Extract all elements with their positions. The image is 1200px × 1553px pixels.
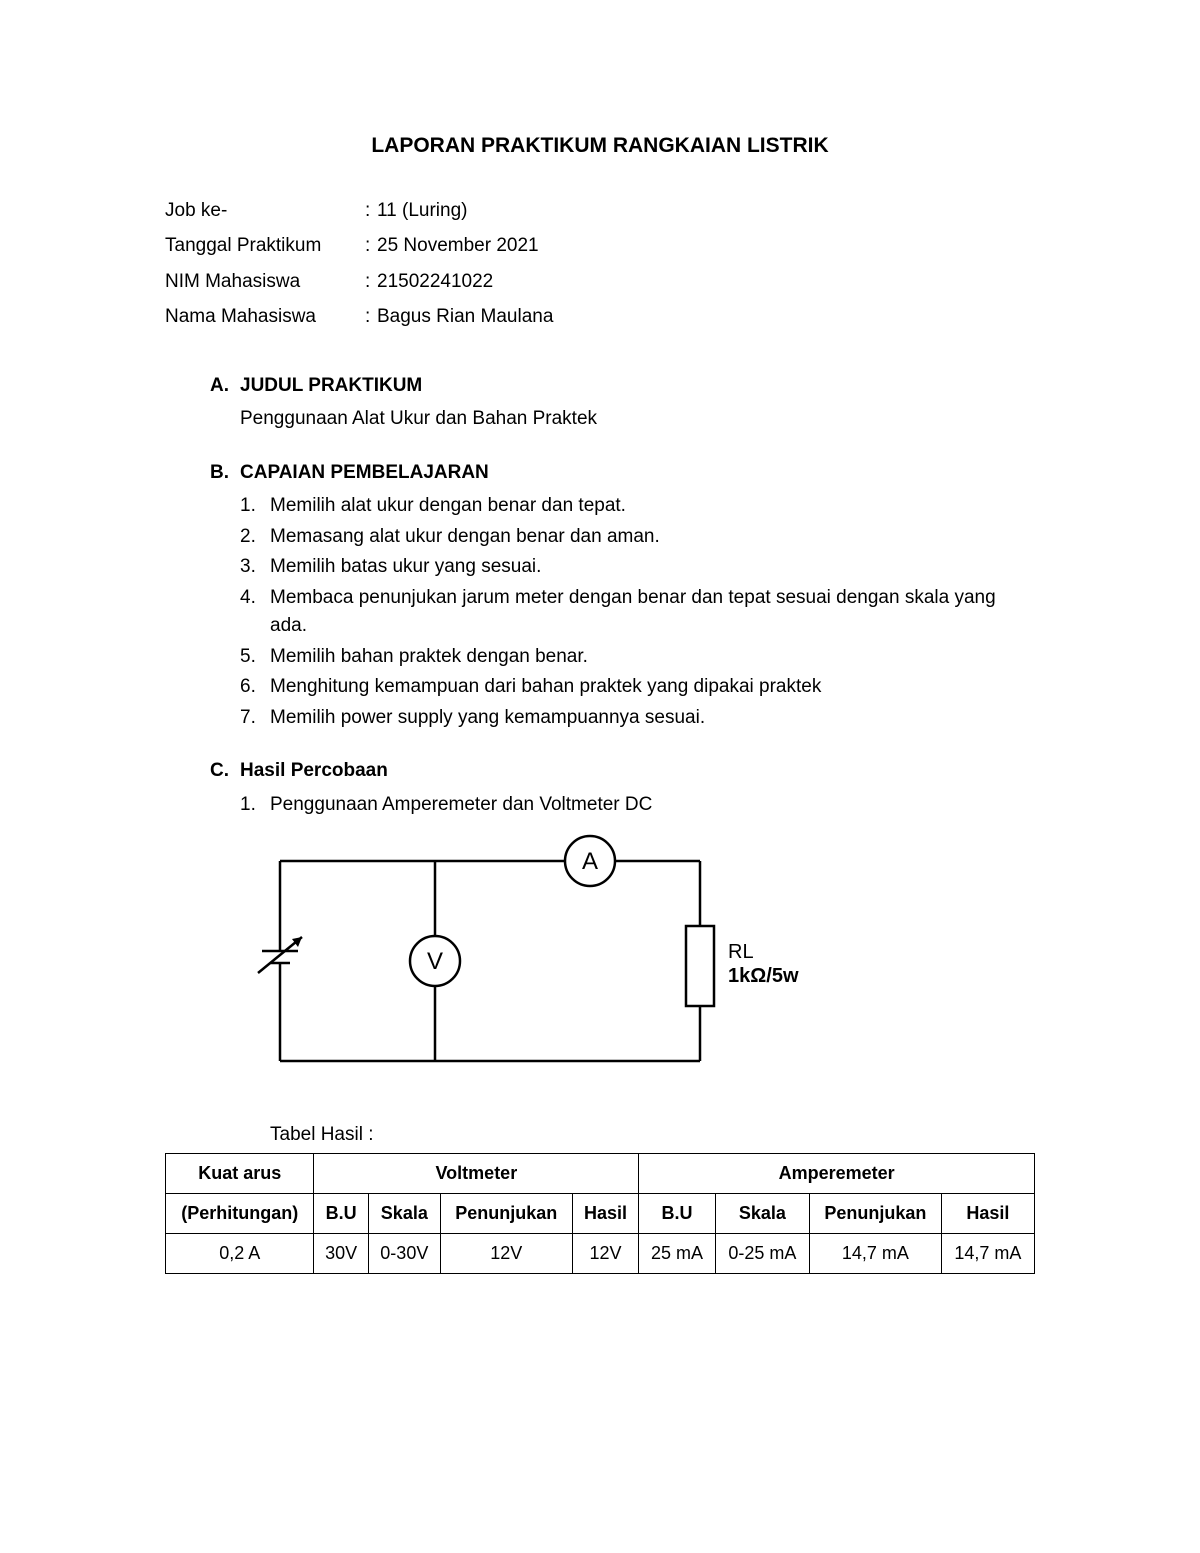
cell-v-bu: 30V xyxy=(314,1233,368,1273)
experiment-list: 1. Penggunaan Amperemeter dan Voltmeter … xyxy=(240,791,1035,820)
list-number: 7. xyxy=(240,704,270,733)
cell-a-skala: 0-25 mA xyxy=(715,1233,809,1273)
table-header-row-1: Kuat arus Voltmeter Amperemeter xyxy=(166,1153,1035,1193)
cell-v-pen: 12V xyxy=(440,1233,572,1273)
list-number: 5. xyxy=(240,643,270,672)
list-text: Menghitung kemampuan dari bahan praktek … xyxy=(270,673,821,702)
section-b: B. CAPAIAN PEMBELAJARAN 1.Memilih alat u… xyxy=(210,459,1035,733)
col-a-penunjukan: Penunjukan xyxy=(809,1193,941,1233)
section-a: A. JUDUL PRAKTIKUM Penggunaan Alat Ukur … xyxy=(210,372,1035,434)
cell-current: 0,2 A xyxy=(166,1233,314,1273)
list-item: 3.Memilih batas ukur yang sesuai. xyxy=(240,553,1035,582)
svg-text:V: V xyxy=(427,948,443,975)
list-text: Memilih alat ukur dengan benar dan tepat… xyxy=(270,492,626,521)
list-item: 7.Memilih power supply yang kemampuannya… xyxy=(240,704,1035,733)
table-row: 0,2 A 30V 0-30V 12V 12V 25 mA 0-25 mA 14… xyxy=(166,1233,1035,1273)
col-a-hasil: Hasil xyxy=(941,1193,1034,1233)
list-number: 2. xyxy=(240,523,270,552)
circuit-diagram: A V RL1kΩ/5w xyxy=(240,831,1035,1096)
circuit-svg: A V RL1kΩ/5w xyxy=(240,831,800,1096)
list-number: 1. xyxy=(240,492,270,521)
meta-separator: : xyxy=(365,268,377,297)
section-letter: B. xyxy=(210,459,240,488)
meta-separator: : xyxy=(365,303,377,332)
col-v-skala: Skala xyxy=(368,1193,440,1233)
cell-v-skala: 0-30V xyxy=(368,1233,440,1273)
cell-a-pen: 14,7 mA xyxy=(809,1233,941,1273)
cell-a-hasil: 14,7 mA xyxy=(941,1233,1034,1273)
list-text: Memasang alat ukur dengan benar dan aman… xyxy=(270,523,660,552)
meta-label: Tanggal Praktikum xyxy=(165,232,365,261)
list-text: Memilih power supply yang kemampuannya s… xyxy=(270,704,705,733)
section-header: C. Hasil Percobaan xyxy=(210,757,1035,786)
section-title: Hasil Percobaan xyxy=(240,757,388,786)
list-item: 1. Penggunaan Amperemeter dan Voltmeter … xyxy=(240,791,1035,820)
learning-outcomes-list: 1.Memilih alat ukur dengan benar dan tep… xyxy=(240,492,1035,732)
section-header: B. CAPAIAN PEMBELAJARAN xyxy=(210,459,1035,488)
meta-separator: : xyxy=(365,232,377,261)
list-text: Memilih batas ukur yang sesuai. xyxy=(270,553,541,582)
list-item: 1.Memilih alat ukur dengan benar dan tep… xyxy=(240,492,1035,521)
list-item: 5.Memilih bahan praktek dengan benar. xyxy=(240,643,1035,672)
meta-label: NIM Mahasiswa xyxy=(165,268,365,297)
section-letter: C. xyxy=(210,757,240,786)
col-a-bu: B.U xyxy=(639,1193,715,1233)
list-item: 2.Memasang alat ukur dengan benar dan am… xyxy=(240,523,1035,552)
col-a-skala: Skala xyxy=(715,1193,809,1233)
table-header-row-2: (Perhitungan) B.U Skala Penunjukan Hasil… xyxy=(166,1193,1035,1233)
list-number: 1. xyxy=(240,791,270,820)
col-v-penunjukan: Penunjukan xyxy=(440,1193,572,1233)
meta-label: Nama Mahasiswa xyxy=(165,303,365,332)
meta-value: 11 (Luring) xyxy=(377,197,467,226)
section-title: JUDUL PRAKTIKUM xyxy=(240,372,422,401)
cell-a-bu: 25 mA xyxy=(639,1233,715,1273)
col-perhitungan: (Perhitungan) xyxy=(166,1193,314,1233)
meta-value: 25 November 2021 xyxy=(377,232,539,261)
list-number: 4. xyxy=(240,584,270,641)
table-caption: Tabel Hasil : xyxy=(270,1121,1035,1150)
meta-row-name: Nama Mahasiswa : Bagus Rian Maulana xyxy=(165,303,1035,332)
meta-value: 21502241022 xyxy=(377,268,493,297)
meta-row-nim: NIM Mahasiswa : 21502241022 xyxy=(165,268,1035,297)
meta-row-date: Tanggal Praktikum : 25 November 2021 xyxy=(165,232,1035,261)
list-text: Membaca penunjukan jarum meter dengan be… xyxy=(270,584,1035,641)
meta-value: Bagus Rian Maulana xyxy=(377,303,553,332)
meta-separator: : xyxy=(365,197,377,226)
list-text: Penggunaan Amperemeter dan Voltmeter DC xyxy=(270,791,652,820)
section-letter: A. xyxy=(210,372,240,401)
svg-text:1kΩ/5w: 1kΩ/5w xyxy=(728,965,799,987)
meta-label: Job ke- xyxy=(165,197,365,226)
col-v-hasil: Hasil xyxy=(572,1193,639,1233)
col-amperemeter: Amperemeter xyxy=(639,1153,1035,1193)
col-voltmeter: Voltmeter xyxy=(314,1153,639,1193)
section-body: Penggunaan Alat Ukur dan Bahan Praktek xyxy=(240,405,1035,434)
cell-v-hasil: 12V xyxy=(572,1233,639,1273)
list-number: 6. xyxy=(240,673,270,702)
svg-text:A: A xyxy=(582,848,598,875)
col-kuat-arus: Kuat arus xyxy=(166,1153,314,1193)
list-text: Memilih bahan praktek dengan benar. xyxy=(270,643,588,672)
col-v-bu: B.U xyxy=(314,1193,368,1233)
section-title: CAPAIAN PEMBELAJARAN xyxy=(240,459,489,488)
section-c: C. Hasil Percobaan 1. Penggunaan Amperem… xyxy=(210,757,1035,1096)
result-table: Kuat arus Voltmeter Amperemeter (Perhitu… xyxy=(165,1153,1035,1274)
section-header: A. JUDUL PRAKTIKUM xyxy=(210,372,1035,401)
meta-row-job: Job ke- : 11 (Luring) xyxy=(165,197,1035,226)
list-item: 6.Menghitung kemampuan dari bahan prakte… xyxy=(240,673,1035,702)
list-number: 3. xyxy=(240,553,270,582)
document-title: LAPORAN PRAKTIKUM RANGKAIAN LISTRIK xyxy=(165,130,1035,162)
list-item: 4.Membaca penunjukan jarum meter dengan … xyxy=(240,584,1035,641)
svg-text:RL: RL xyxy=(728,941,754,963)
meta-block: Job ke- : 11 (Luring) Tanggal Praktikum … xyxy=(165,197,1035,332)
